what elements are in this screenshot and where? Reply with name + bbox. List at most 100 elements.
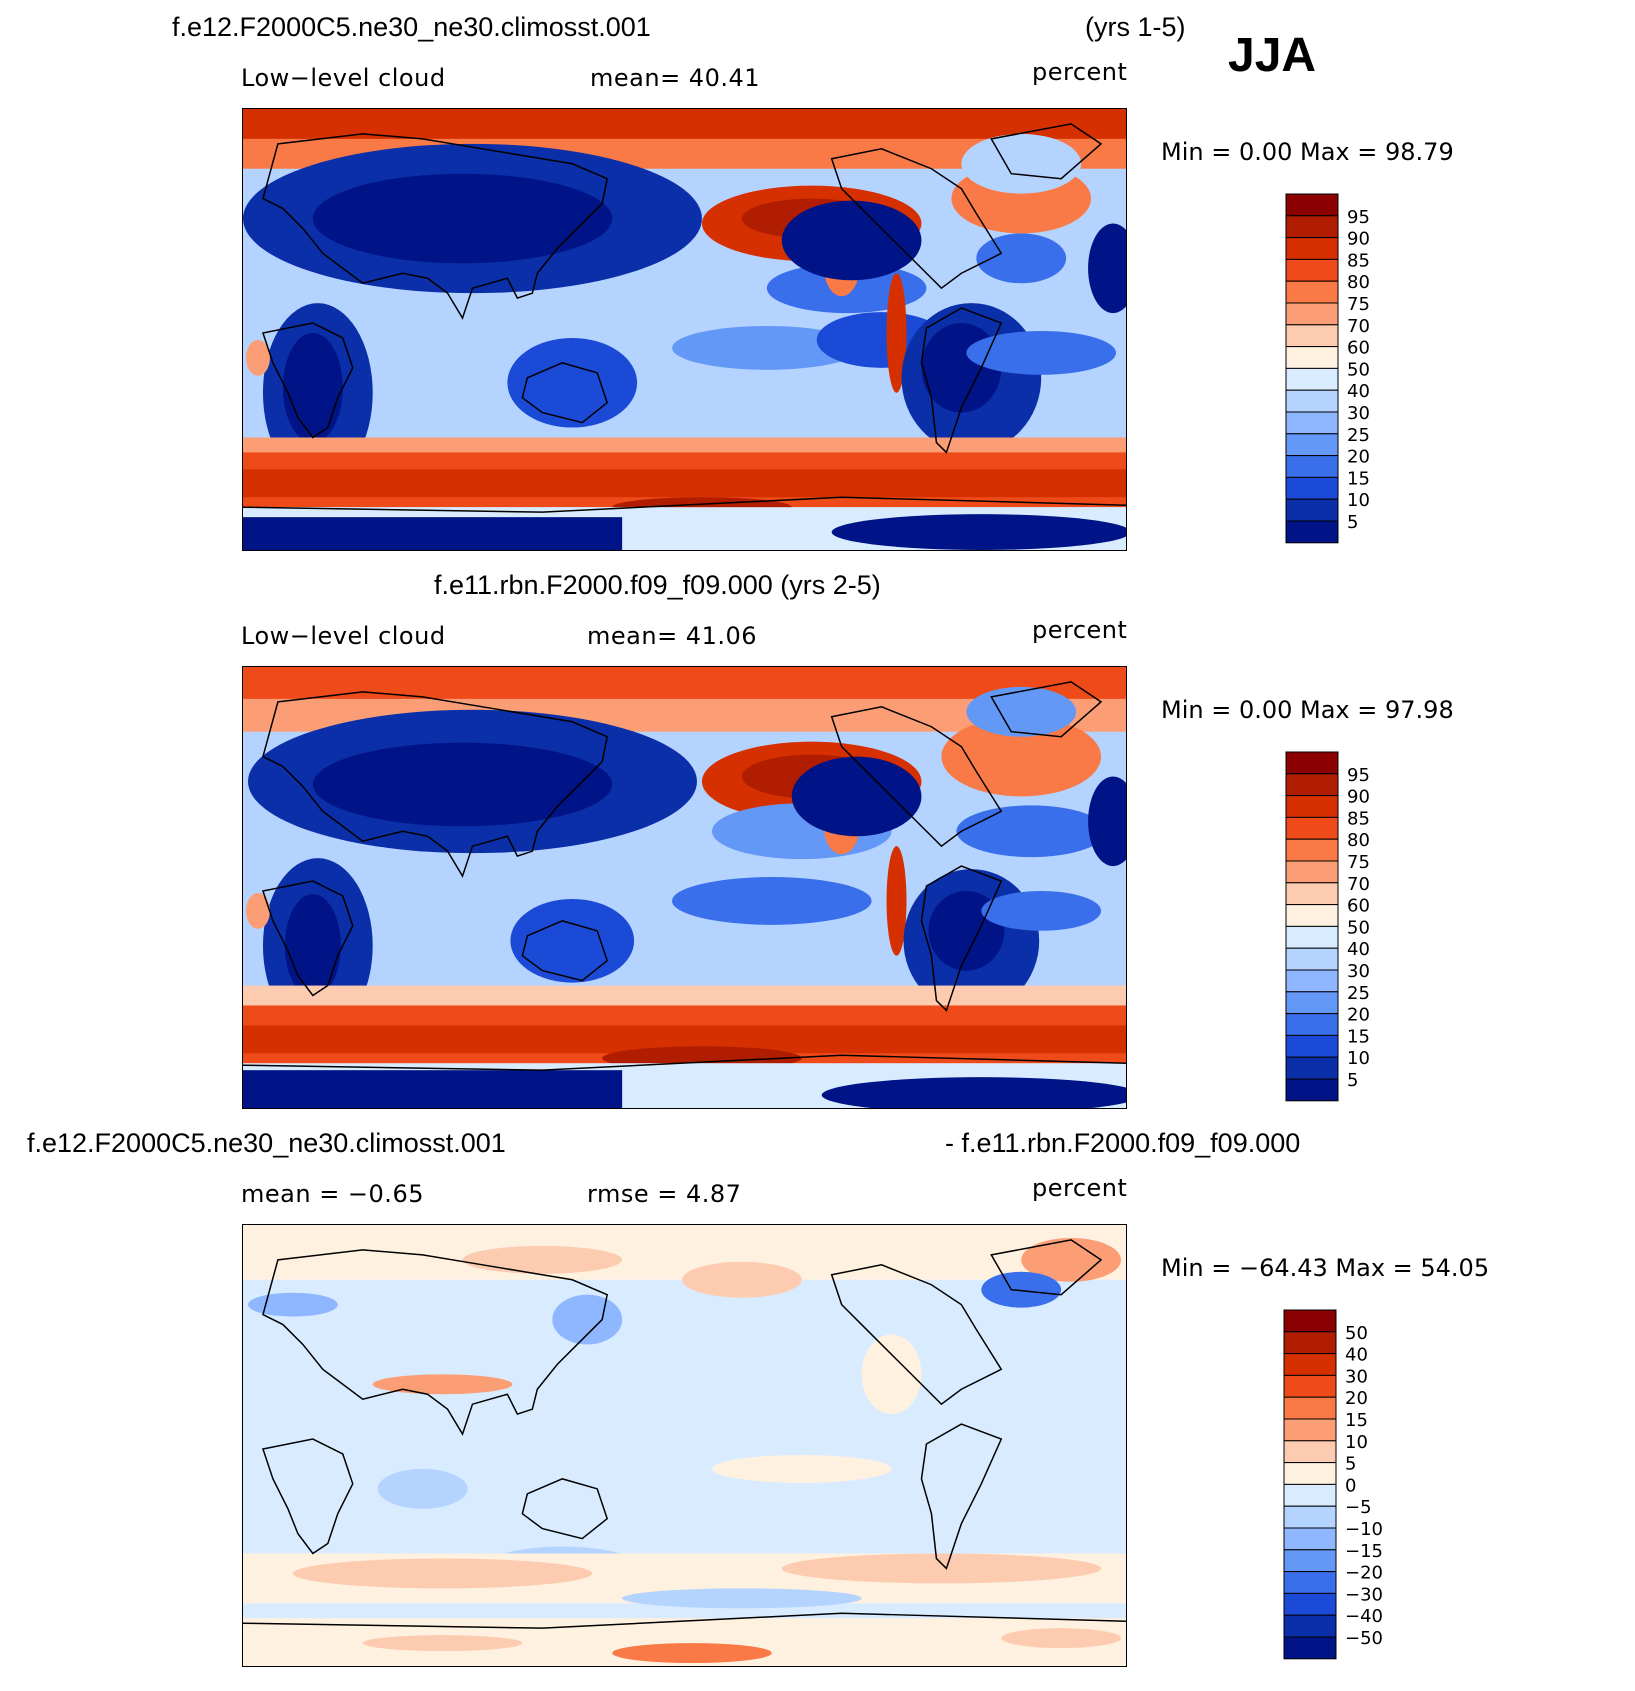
colorbar-box (1285, 346, 1339, 369)
panel1-variable-label: Low−level cloud (241, 64, 446, 92)
colorbar-box (1283, 1636, 1337, 1660)
panel1-mean: mean= 40.41 (590, 64, 761, 92)
colorbar-box (1285, 838, 1339, 862)
colorbar-label: −50 (1345, 1628, 1383, 1649)
colorbar-label: 0 (1345, 1475, 1356, 1496)
colorbar-label: −15 (1345, 1541, 1383, 1562)
colorbar-box (1285, 433, 1339, 457)
colorbar-label: 40 (1347, 939, 1370, 960)
colorbar-label: 90 (1347, 787, 1370, 808)
colorbar-label: −30 (1345, 1584, 1383, 1605)
colorbar-box (1285, 476, 1339, 500)
colorbar-label: −10 (1345, 1519, 1383, 1540)
panel2-mean: mean= 41.06 (587, 622, 758, 650)
colorbar-box (1285, 411, 1339, 435)
colorbar-box (1283, 1549, 1337, 1573)
colorbar-label: 80 (1347, 272, 1370, 293)
colorbar-box (1285, 1013, 1339, 1036)
colorbar-label: 30 (1347, 961, 1370, 982)
colorbar-label: 50 (1347, 359, 1370, 380)
colorbar-box (1285, 1056, 1339, 1080)
panel1-coastlines (243, 123, 1126, 513)
colorbar-box (1285, 193, 1339, 217)
panel1-case-title: f.e12.F2000C5.ne30_ne30.climosst.001 (172, 12, 651, 42)
panel2-map (242, 666, 1127, 1109)
colorbar-box (1285, 389, 1339, 413)
colorbar-label: 40 (1347, 381, 1370, 402)
colorbar-label: 20 (1347, 1005, 1370, 1026)
colorbar-label: 75 (1347, 294, 1370, 315)
panel3-case-title: f.e12.F2000C5.ne30_ne30.climosst.001 (27, 1128, 506, 1158)
colorbar-label: 70 (1347, 874, 1370, 895)
colorbar-label: 80 (1347, 830, 1370, 851)
panel2-case-title: f.e11.rbn.F2000.f09_f09.000 (yrs 2-5) (434, 570, 881, 600)
panel1-map-fields (243, 109, 1126, 550)
panel2-minmax: Min = 0.00 Max = 97.98 (1161, 696, 1454, 724)
colorbar-box (1285, 925, 1339, 949)
colorbar-box (1283, 1353, 1337, 1376)
colorbar-label: 60 (1347, 338, 1370, 359)
panel3-units: percent (1032, 1174, 1128, 1202)
panel3-colorbar: 50 40 30 20 15 10 5 0 −5 −10 −15 −20 −30 −40 −50 (1283, 1309, 1383, 1661)
colorbar-box (1285, 520, 1339, 544)
colorbar-label: 10 (1347, 490, 1370, 511)
colorbar-label: 15 (1347, 1026, 1370, 1047)
colorbar-box (1283, 1309, 1337, 1333)
colorbar-box (1285, 237, 1339, 260)
colorbar-label: 15 (1347, 468, 1370, 489)
colorbar-label: 85 (1347, 250, 1370, 271)
colorbar-label: 30 (1347, 403, 1370, 424)
colorbar-box (1285, 773, 1339, 797)
colorbar-label: 10 (1347, 1048, 1370, 1069)
colorbar-box (1283, 1396, 1337, 1420)
panel1-colorbar: 95 90 85 80 75 70 60 50 40 30 25 20 15 10 5 (1285, 193, 1375, 545)
colorbar-box (1285, 302, 1339, 326)
colorbar-box (1285, 991, 1339, 1015)
colorbar-label: 90 (1347, 229, 1370, 250)
colorbar-box (1283, 1614, 1337, 1638)
colorbar-box (1285, 816, 1339, 840)
panel3-map (242, 1224, 1127, 1667)
panel2-colorbar: 95 90 85 80 75 70 60 50 40 30 25 20 15 10 5 (1285, 751, 1375, 1103)
colorbar-box (1285, 258, 1339, 282)
panel3-minmax: Min = −64.43 Max = 54.05 (1161, 1254, 1490, 1282)
colorbar-box (1283, 1483, 1337, 1507)
colorbar-box (1285, 367, 1339, 391)
panel3-map-fields (243, 1225, 1126, 1666)
panel2-map-svg (243, 667, 1126, 1108)
colorbar-label: 30 (1345, 1366, 1368, 1387)
colorbar-box (1283, 1527, 1337, 1551)
panel3-mean: mean = −0.65 (241, 1180, 424, 1208)
colorbar-label: −40 (1345, 1606, 1383, 1627)
colorbar-label: 60 (1347, 896, 1370, 917)
colorbar-label: 75 (1347, 852, 1370, 873)
colorbar-label: 70 (1347, 316, 1370, 337)
panel1-years: (yrs 1-5) (1085, 12, 1186, 42)
panel3-coastlines (243, 1239, 1126, 1629)
panel2-units: percent (1032, 616, 1128, 644)
colorbar-label: 20 (1345, 1388, 1368, 1409)
colorbar-label: 10 (1345, 1432, 1368, 1453)
colorbar-label: 5 (1347, 1070, 1358, 1091)
colorbar-label: −20 (1345, 1563, 1383, 1584)
colorbar-box (1285, 1078, 1339, 1102)
panel3-rmse: rmse = 4.87 (587, 1180, 742, 1208)
colorbar-box (1285, 455, 1339, 478)
colorbar-label: 50 (1345, 1323, 1368, 1344)
colorbar-box (1285, 498, 1339, 522)
colorbar-label: 20 (1347, 447, 1370, 468)
season-label: JJA (1228, 29, 1317, 82)
colorbar-box (1283, 1418, 1337, 1442)
colorbar-box (1285, 324, 1339, 348)
panel1-map (242, 108, 1127, 551)
colorbar-label: 40 (1345, 1345, 1368, 1366)
panel3-case-subtracted: - f.e11.rbn.F2000.f09_f09.000 (945, 1128, 1301, 1158)
colorbar-label: 15 (1345, 1410, 1368, 1431)
colorbar-box (1285, 882, 1339, 906)
colorbar-box (1285, 947, 1339, 971)
colorbar-box (1285, 904, 1339, 927)
colorbar-box (1283, 1592, 1337, 1616)
colorbar-box (1283, 1462, 1337, 1485)
